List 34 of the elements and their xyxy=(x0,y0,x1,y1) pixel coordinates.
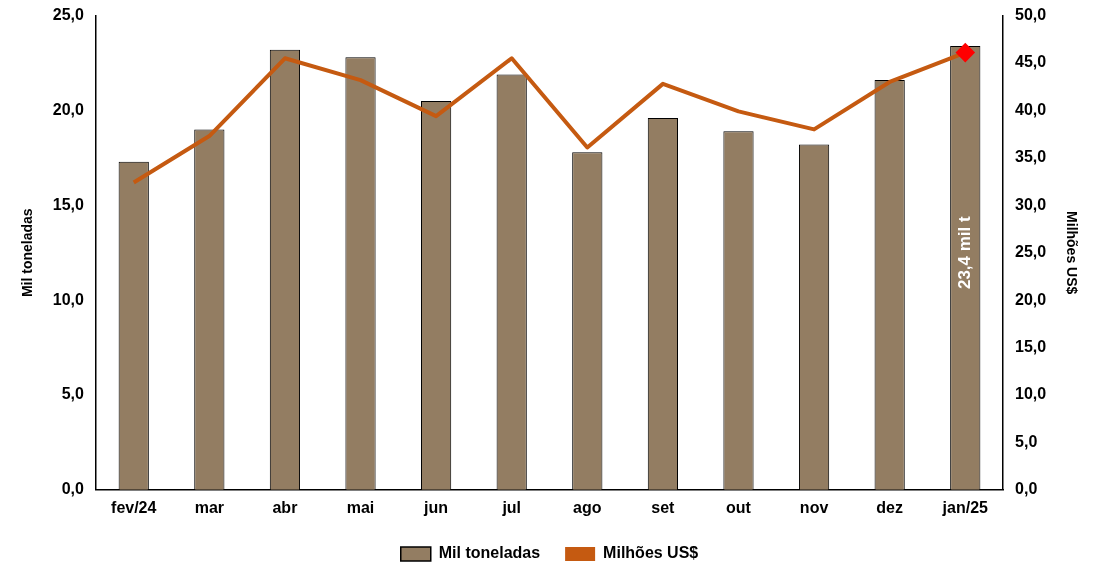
x-tick-label: dez xyxy=(876,498,904,516)
y-tick-label: 10,0 xyxy=(52,290,85,308)
y-axis-title: Mil toneladas xyxy=(19,208,36,298)
x-tick-label: set xyxy=(651,498,676,516)
y2-tick-label: 30,0 xyxy=(1015,195,1047,213)
x-tick-label: jun xyxy=(423,498,449,516)
annotation: 23,4 mil t xyxy=(954,215,974,290)
x-tick-label: ago xyxy=(573,498,602,516)
legend-label: Mil toneladas xyxy=(438,544,541,562)
y2-axis-title: Milhões US$ xyxy=(1063,211,1080,295)
y2-tick-label: 50,0 xyxy=(1015,6,1047,24)
x-tick-label: jul xyxy=(501,498,522,516)
x-tick-label: mar xyxy=(194,498,225,516)
x-tick-label: out xyxy=(726,498,752,516)
y-tick-label: 0,0 xyxy=(61,480,85,498)
x-tick-label: nov xyxy=(799,498,829,516)
x-tick-label: mai xyxy=(346,498,375,516)
x-tick-label: fev/24 xyxy=(111,498,157,516)
y2-tick-label: 0,0 xyxy=(1015,480,1038,498)
y2-tick-label: 40,0 xyxy=(1015,100,1047,118)
y2-tick-label: 25,0 xyxy=(1015,243,1047,261)
y-tick-label: 15,0 xyxy=(52,195,85,213)
y2-tick-label: 35,0 xyxy=(1015,148,1047,166)
x-tick-label: abr xyxy=(272,498,298,516)
legend-label: Milhões US$ xyxy=(603,544,699,562)
y2-tick-label: 20,0 xyxy=(1015,290,1047,308)
y2-tick-label: 15,0 xyxy=(1015,337,1047,355)
y-tick-label: 25,0 xyxy=(52,6,85,24)
x-tick-label: jan/25 xyxy=(941,498,989,516)
y2-tick-label: 5,0 xyxy=(1015,432,1038,450)
y2-tick-label: 45,0 xyxy=(1015,53,1047,71)
y-tick-label: 5,0 xyxy=(61,385,85,403)
y-tick-label: 20,0 xyxy=(52,100,85,118)
y2-tick-label: 10,0 xyxy=(1015,385,1047,403)
